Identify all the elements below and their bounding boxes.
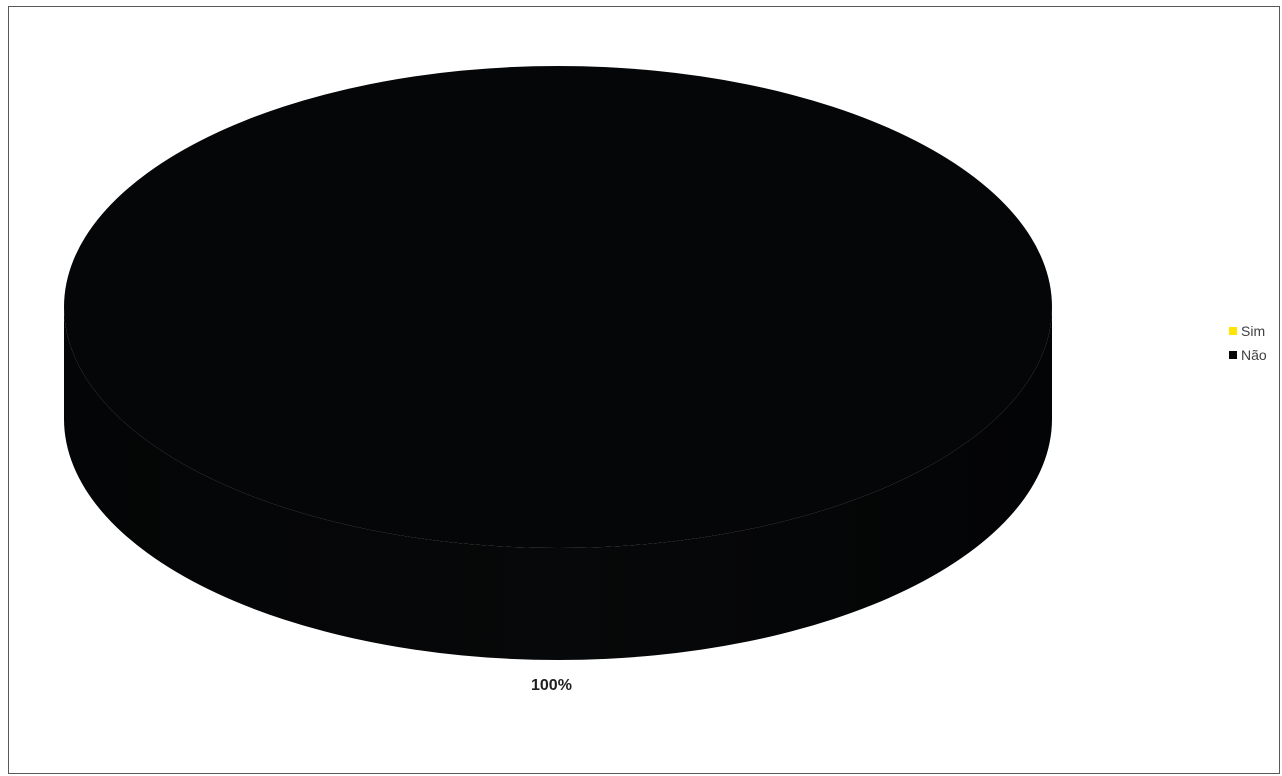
pie-slice-n-o bbox=[64, 66, 1052, 548]
legend-item-sim: Sim bbox=[1229, 320, 1267, 342]
legend-swatch-nao bbox=[1229, 351, 1237, 359]
legend-item-nao: Não bbox=[1229, 344, 1267, 366]
legend-label-nao: Não bbox=[1241, 347, 1267, 363]
data-label-nao: 100% bbox=[531, 677, 572, 694]
legend-label-sim: Sim bbox=[1241, 323, 1266, 339]
pie-slice-side-n-o bbox=[64, 307, 1052, 660]
legend-swatch-sim bbox=[1229, 327, 1237, 335]
legend: Sim Não bbox=[1229, 320, 1267, 368]
